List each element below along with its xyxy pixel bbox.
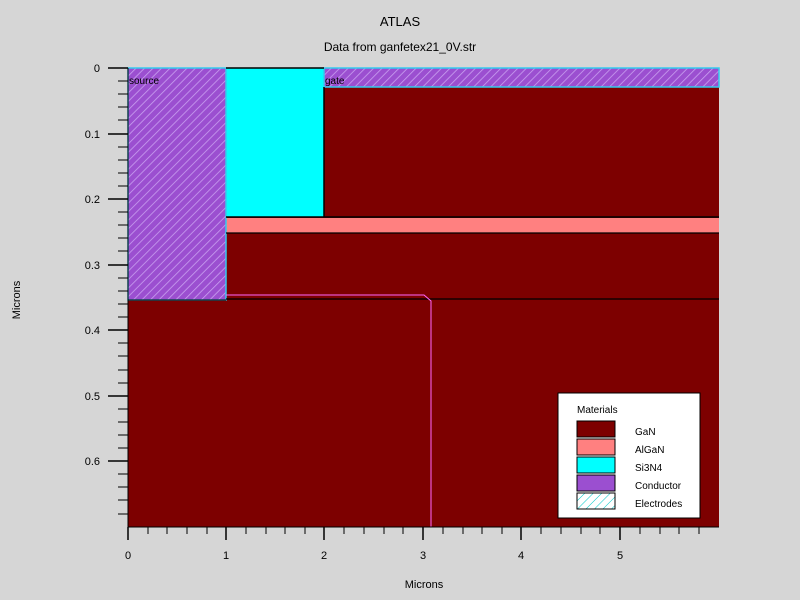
y-tick-label: 0.1 <box>85 129 100 141</box>
device-regions <box>127 67 720 527</box>
legend-label: Electrodes <box>635 499 682 510</box>
x-axis: 0 1 2 3 4 5 Microns <box>125 526 719 591</box>
legend-swatch-conductor <box>576 474 616 492</box>
legend-title: Materials <box>577 405 618 416</box>
junction-line <box>226 294 432 527</box>
legend-label: Si3N4 <box>635 463 663 474</box>
x-tick-label: 3 <box>420 550 426 562</box>
chart-title: ATLAS <box>380 14 421 29</box>
x-major-ticks <box>127 527 621 540</box>
legend-swatch-si3n4 <box>576 456 616 474</box>
y-major-ticks <box>108 67 128 462</box>
y-tick-label: 0.6 <box>85 456 100 468</box>
region-si3n4 <box>226 68 324 217</box>
y-minor-ticks <box>118 80 128 515</box>
y-tick-label: 0.5 <box>85 391 100 403</box>
materials-legend: Materials GaN AlGaN Si3N4 Conductor Elec… <box>557 392 701 519</box>
gate-contact <box>323 67 720 88</box>
legend-label: GaN <box>635 427 656 438</box>
legend-label: Conductor <box>635 481 682 492</box>
x-tick-label: 0 <box>125 550 131 562</box>
x-minor-ticks <box>147 527 700 534</box>
y-axis: 0 0.1 0.2 0.3 0.4 0.5 0.6 Microns <box>11 63 129 527</box>
source-label: source <box>129 76 159 87</box>
y-tick-label: 0 <box>94 63 100 75</box>
gate-label: gate <box>325 76 345 87</box>
legend-swatch-algan <box>576 438 616 456</box>
legend-swatch-electrodes <box>576 492 616 510</box>
y-tick-label: 0.2 <box>85 194 100 206</box>
y-tick-label: 0.4 <box>85 325 100 337</box>
x-axis-label: Microns <box>405 579 444 591</box>
y-tick-label: 0.3 <box>85 260 100 272</box>
region-algan <box>226 218 719 233</box>
x-tick-label: 1 <box>223 550 229 562</box>
x-tick-label: 4 <box>518 550 524 562</box>
x-tick-label: 2 <box>321 550 327 562</box>
legend-label: AlGaN <box>635 445 664 456</box>
chart-subtitle: Data from ganfetex21_0V.str <box>324 40 476 54</box>
x-tick-label: 5 <box>617 550 623 562</box>
source-contact <box>127 67 227 301</box>
legend-swatch-gan <box>576 420 616 438</box>
y-axis-label: Microns <box>11 280 23 319</box>
